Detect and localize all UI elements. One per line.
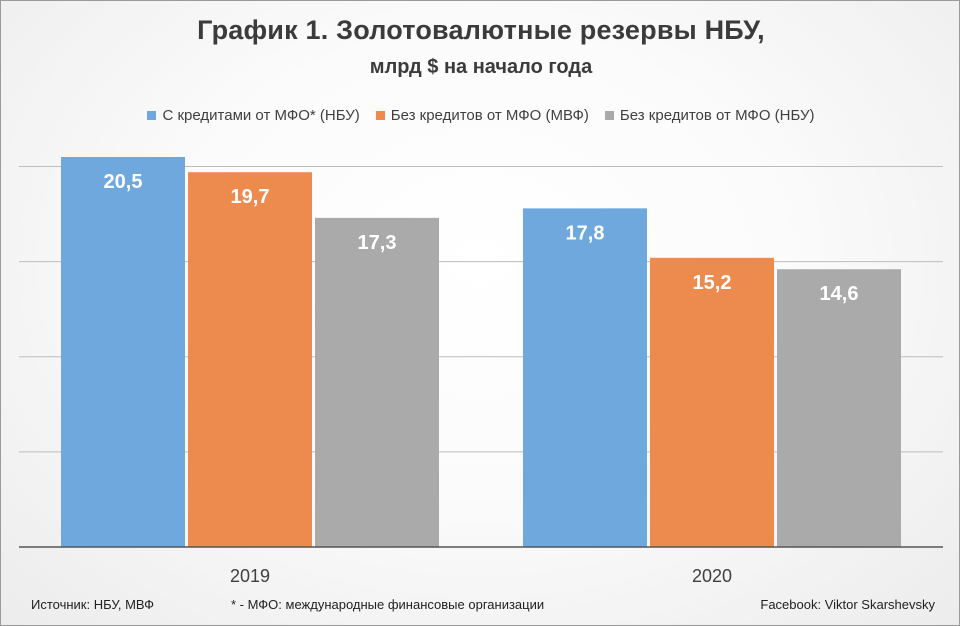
data-label-2019-series-1: 20,5: [104, 171, 143, 193]
chart-legend: С кредитами от МФО* (НБУ) Без кредитов о…: [1, 107, 959, 124]
data-label-2019-series-2: 19,7: [231, 186, 270, 208]
chart-subtitle: млрд $ на начало года: [369, 56, 593, 78]
data-label-2020-series-1: 17,8: [566, 222, 605, 244]
legend-item-series-2: Без кредитов от МФО (МВФ): [375, 107, 589, 124]
legend-label-series-3: Без кредитов от МФО (НБУ): [619, 107, 815, 124]
bar-2020-series-2: [650, 257, 774, 547]
bar-2020-series-3: [777, 269, 901, 547]
bar-2019-series-3: [315, 217, 439, 547]
legend-label-series-2: Без кредитов от МФО (МВФ): [390, 107, 589, 124]
source-note: Источник: НБУ, МВФ: [31, 597, 155, 612]
data-label-2019-series-3: 17,3: [358, 232, 397, 254]
bar-2019-series-1: [61, 157, 185, 547]
chart-title: График 1. Золотовалютные резервы НБУ,: [197, 15, 765, 45]
legend-swatch-series-3: [604, 111, 614, 120]
author-credit: Facebook: Viktor Skarshevsky: [760, 597, 935, 612]
legend-label-series-1: С кредитами от МФО* (НБУ): [162, 107, 360, 124]
x-tick-label-2019: 2019: [230, 566, 270, 586]
legend-swatch-series-2: [375, 111, 385, 120]
footnote-mfo: * - МФО: международные финансовые органи…: [231, 597, 545, 612]
legend-item-series-3: Без кредитов от МФО (НБУ): [604, 107, 815, 124]
legend-item-series-1: С кредитами от МФО* (НБУ): [147, 107, 360, 124]
legend-swatch-series-1: [147, 111, 157, 120]
data-label-2020-series-3: 14,6: [820, 283, 859, 305]
data-label-2020-series-2: 15,2: [693, 272, 732, 294]
x-tick-label-2020: 2020: [692, 566, 732, 586]
bar-2020-series-1: [523, 208, 647, 548]
bar-2019-series-2: [188, 172, 312, 547]
